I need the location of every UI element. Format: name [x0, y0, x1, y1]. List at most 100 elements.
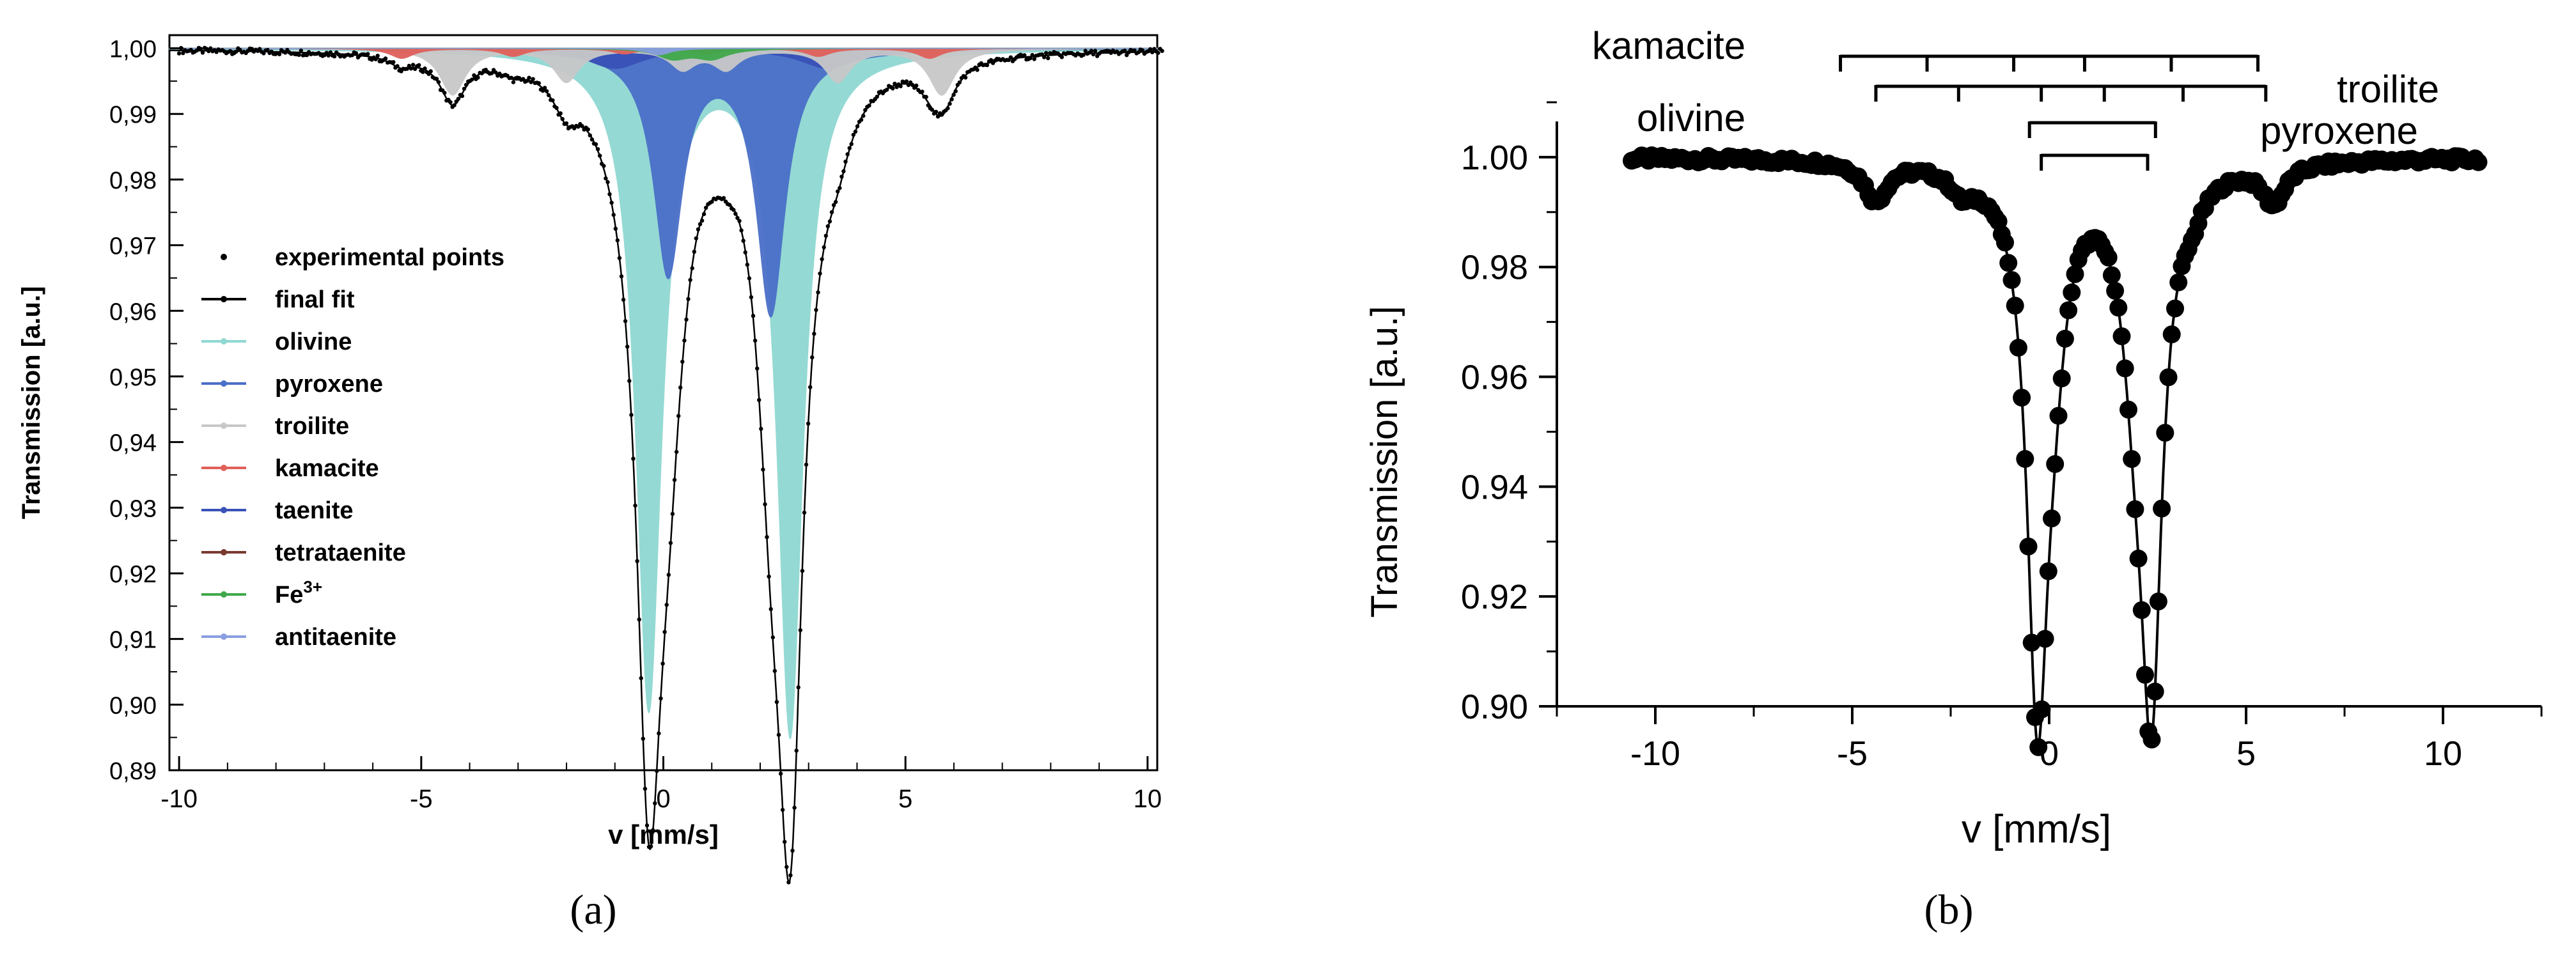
y-tick-label-a: 0,92 [109, 561, 157, 588]
experimental-point [772, 669, 777, 673]
panel-label-b: (b) [1924, 887, 1974, 933]
y-tick-label-b: 0.90 [1461, 688, 1528, 726]
experimental-point [1160, 49, 1164, 53]
legend-label: kamacite [275, 455, 379, 482]
experimental-point [838, 185, 842, 190]
experimental-point [615, 238, 620, 243]
experimental-point [395, 64, 400, 68]
experimental-point [428, 69, 433, 74]
experimental-point [181, 50, 185, 56]
legend-label: pyroxene [275, 371, 383, 398]
data-point [2112, 327, 2131, 346]
experimental-point [769, 607, 773, 612]
experimental-point [751, 313, 756, 318]
experimental-point [1123, 49, 1127, 53]
experimental-point [653, 801, 657, 805]
legend-label: tetrataenite [275, 539, 406, 566]
data-point [2013, 389, 2031, 407]
experimental-point [258, 47, 262, 51]
experimental-point [621, 297, 626, 302]
experimental-point [778, 772, 783, 776]
legend-swatch-dot [221, 296, 227, 302]
experimental-point [1059, 55, 1065, 59]
experimental-point [659, 696, 663, 701]
experimental-point [946, 106, 950, 111]
data-point [2029, 738, 2048, 756]
experimental-point [593, 142, 598, 146]
experimental-point [763, 502, 767, 507]
experimental-point [684, 317, 689, 322]
experimental-point [635, 559, 639, 563]
experimental-point [410, 63, 416, 67]
legend-swatch-dot [221, 380, 227, 387]
experimental-point [234, 49, 238, 54]
experimental-point [786, 880, 791, 885]
experimental-point [1042, 55, 1047, 59]
data-point [2143, 730, 2161, 749]
data-point [2033, 700, 2051, 718]
experimental-point [904, 79, 909, 84]
experimental-point [542, 86, 547, 90]
experimental-point [277, 52, 282, 57]
experimental-point [749, 295, 754, 300]
data-point [2059, 301, 2078, 320]
experimental-point [436, 80, 441, 84]
experimental-point [1132, 48, 1137, 53]
experimental-point [527, 75, 531, 80]
experimental-point [664, 603, 669, 607]
experimental-point [494, 70, 498, 75]
experimental-point [800, 568, 805, 573]
legend-label: experimental points [275, 244, 504, 271]
data-point [2149, 592, 2167, 610]
experimental-point [825, 224, 831, 229]
experimental-point [951, 93, 956, 97]
data-point [2043, 509, 2061, 528]
experimental-point [611, 212, 616, 217]
experimental-point [810, 355, 815, 360]
y-tick-label-a: 1,00 [109, 36, 157, 63]
experimental-point [631, 456, 636, 461]
experimental-point [198, 47, 203, 51]
chart-a: 0,89 0,90 0,91 0,92 0,93 0,94 0,95 0,96 0,97 0,98… [17, 34, 1164, 885]
experimental-point [511, 80, 516, 84]
data-point [2169, 273, 2188, 291]
x-tick-label-b: 0 [2040, 734, 2059, 773]
experimental-point [875, 95, 879, 99]
experimental-point [822, 245, 826, 250]
y-tick-label-b: 0.96 [1461, 359, 1528, 397]
data-point [2049, 407, 2068, 425]
experimental-point [933, 109, 939, 114]
experimental-point [783, 839, 787, 844]
experimental-point [948, 102, 952, 106]
experimental-point [827, 219, 832, 224]
kamacite-label: kamacite [1592, 24, 1745, 67]
experimental-point [845, 152, 850, 157]
legend-label: final fit [275, 286, 355, 313]
experimental-point [833, 199, 838, 205]
experimental-point [373, 57, 378, 61]
experimental-point [910, 82, 915, 87]
experimental-point [607, 192, 612, 196]
experimental-point [674, 449, 679, 454]
data-point [2109, 299, 2128, 317]
y-tick-label-a: 0,99 [109, 102, 157, 128]
experimental-point [550, 98, 555, 103]
experimental-point [529, 80, 533, 84]
experimental-point [924, 95, 928, 99]
experimental-point [639, 676, 643, 681]
experimental-point [774, 700, 779, 704]
legend-label: olivine [275, 329, 352, 355]
experimental-point [796, 685, 800, 690]
experimental-point [613, 226, 618, 231]
data-point [2469, 153, 2488, 171]
experimental-point [785, 865, 789, 869]
experimental-point [405, 66, 409, 71]
x-tick-label-b: -10 [1630, 734, 1680, 773]
experimental-point [853, 129, 858, 134]
experimental-point [831, 203, 836, 207]
experimental-point [586, 127, 590, 132]
experimental-point [788, 873, 793, 878]
legend-swatch-dot [221, 633, 227, 640]
experimental-point [602, 164, 606, 168]
experimental-point [456, 97, 460, 101]
